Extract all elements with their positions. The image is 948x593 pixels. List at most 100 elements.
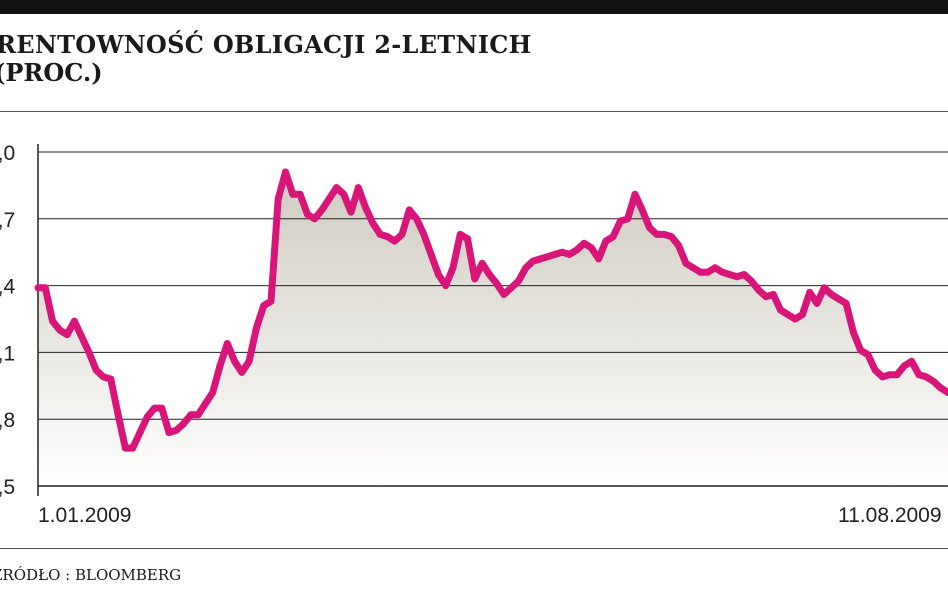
data-point	[602, 237, 610, 245]
title-divider	[0, 111, 948, 112]
data-point	[566, 251, 573, 258]
top-bar	[0, 0, 948, 14]
data-point	[653, 231, 661, 238]
data-point	[274, 195, 282, 203]
data-point	[398, 231, 406, 238]
data-point	[638, 206, 646, 214]
data-point	[813, 300, 821, 307]
x-tick-label: 11.08.2009	[838, 504, 942, 527]
data-point	[507, 284, 515, 292]
data-point	[267, 297, 275, 305]
data-point	[369, 219, 377, 227]
data-point	[464, 235, 471, 243]
data-point	[435, 271, 442, 278]
y-tick-label: 5,4	[0, 276, 16, 299]
data-point	[296, 190, 304, 198]
data-point	[595, 255, 602, 263]
data-point	[253, 324, 260, 332]
data-point	[711, 264, 719, 272]
data-point	[238, 369, 246, 376]
data-point	[63, 331, 71, 338]
footer-divider	[0, 548, 948, 549]
data-point	[806, 288, 814, 296]
data-point	[413, 215, 420, 223]
data-point	[158, 404, 166, 412]
data-point	[223, 340, 231, 347]
data-point	[122, 444, 129, 452]
chart-svg: 6,0 5,7 5,4 5,1 4,8 4,5 1.01.2009 11.08.2009	[0, 142, 948, 527]
data-point	[740, 271, 748, 278]
data-point	[580, 239, 588, 247]
data-point	[718, 268, 726, 276]
data-point	[879, 373, 886, 381]
data-point	[922, 373, 930, 381]
y-tick-labels: 6,0 5,7 5,4 5,1 4,8 4,5	[0, 142, 16, 499]
data-point	[202, 400, 209, 407]
data-point	[34, 284, 42, 292]
data-point	[835, 295, 843, 303]
data-point	[631, 190, 639, 198]
data-point	[682, 259, 690, 267]
data-point	[551, 251, 559, 258]
chart-subtitle: (PROC.)	[0, 58, 103, 87]
data-point	[260, 302, 268, 309]
data-point	[71, 317, 78, 325]
data-point	[937, 384, 945, 392]
data-point	[799, 311, 806, 318]
data-point	[151, 404, 158, 412]
data-point	[646, 224, 653, 232]
data-point	[587, 244, 595, 252]
data-point	[522, 264, 530, 272]
data-point	[493, 280, 500, 287]
data-point	[442, 282, 450, 289]
data-point	[180, 420, 188, 428]
data-point	[427, 251, 435, 258]
data-point	[784, 311, 792, 318]
data-point	[384, 233, 391, 241]
y-tick-label: 5,1	[0, 342, 15, 365]
data-point	[689, 264, 697, 272]
data-point	[231, 357, 239, 365]
data-point	[900, 362, 908, 370]
data-point	[347, 208, 355, 216]
data-point	[558, 248, 566, 256]
data-point	[755, 286, 763, 294]
data-point	[289, 190, 297, 198]
data-point	[49, 317, 56, 325]
data-point	[886, 371, 894, 379]
data-point	[842, 300, 850, 307]
data-point	[56, 326, 64, 334]
data-point	[704, 268, 712, 276]
data-point	[143, 413, 151, 421]
y-tick-label: 6,0	[0, 142, 15, 165]
data-point	[318, 206, 326, 214]
data-point	[500, 291, 508, 298]
data-point	[282, 168, 289, 176]
data-point	[908, 357, 915, 365]
data-point	[733, 273, 741, 281]
data-point	[944, 389, 948, 396]
data-point	[748, 277, 755, 285]
data-point	[187, 411, 195, 419]
data-point	[871, 366, 879, 374]
data-point	[660, 231, 668, 238]
data-point	[857, 346, 864, 354]
data-point	[362, 204, 369, 212]
data-point	[325, 195, 333, 203]
data-point	[915, 371, 923, 379]
data-point	[486, 271, 493, 278]
data-point	[791, 315, 799, 323]
data-point	[769, 291, 777, 298]
data-point	[668, 233, 675, 241]
data-point	[864, 351, 872, 358]
data-point	[194, 411, 202, 419]
data-point	[136, 429, 144, 436]
data-point	[340, 190, 348, 198]
data-point	[391, 237, 399, 245]
data-point	[85, 349, 93, 356]
data-point	[129, 444, 137, 452]
data-point	[573, 246, 581, 254]
data-point	[100, 373, 107, 381]
data-point	[828, 291, 835, 298]
data-point	[41, 284, 49, 292]
